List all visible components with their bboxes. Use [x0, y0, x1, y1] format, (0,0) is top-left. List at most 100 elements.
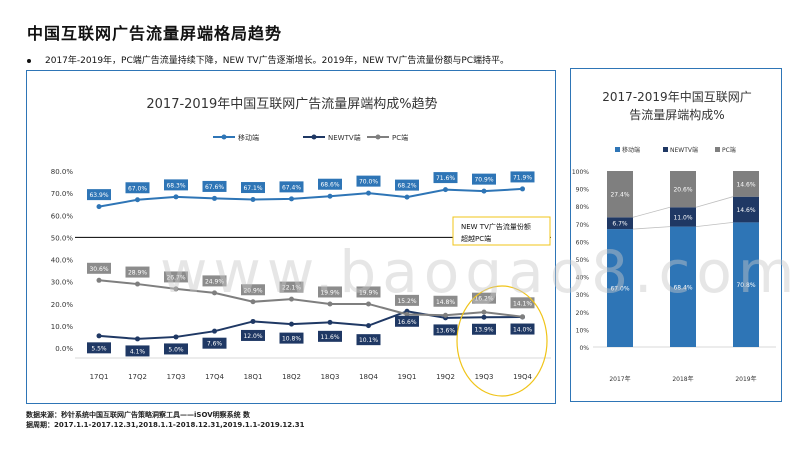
bar-segment — [733, 196, 759, 223]
data-point — [327, 193, 333, 199]
data-label-box — [395, 294, 419, 306]
x-tick-label: 18Q2 — [282, 373, 301, 381]
data-label: 19.9% — [320, 289, 339, 296]
data-label: 14.8% — [436, 299, 455, 306]
data-point — [212, 328, 217, 334]
bar-label: 20.6% — [673, 187, 692, 194]
y-tick-label: 40.0% — [51, 257, 74, 265]
data-label: 63.9% — [89, 192, 108, 199]
legend-marker-0 — [221, 134, 227, 140]
data-label: 13.9% — [474, 327, 493, 334]
y-tick-label: 50.0% — [51, 234, 74, 242]
x-tick-label: 17Q2 — [128, 373, 147, 381]
legend-marker-1 — [311, 134, 317, 140]
summary-text: 2017年-2019年，PC端广告流量持续下降，NEW TV广告逐渐增长。201… — [45, 56, 510, 66]
data-point — [443, 312, 448, 318]
data-label-box — [510, 171, 535, 183]
data-label-box — [472, 173, 496, 185]
connector-line — [695, 221, 734, 228]
legend-label-0: 移动端 — [622, 146, 640, 154]
data-point — [135, 197, 140, 203]
legend-label-2: PC端 — [722, 146, 736, 154]
data-point — [289, 196, 294, 202]
x-tick-label: 19Q2 — [436, 373, 455, 381]
data-point — [250, 197, 256, 203]
data-label-box — [510, 323, 535, 335]
data-label: 26.7% — [166, 274, 185, 281]
data-label-box — [164, 343, 188, 355]
bar-segment — [670, 171, 696, 208]
series-line-2 — [98, 279, 523, 318]
data-point — [289, 321, 294, 327]
bar-label: 68.4% — [673, 284, 692, 291]
data-label: 15.2% — [397, 298, 416, 305]
y-tick-label: 80% — [576, 204, 590, 211]
data-label: 20.9% — [243, 287, 262, 294]
bar-label: 6.7% — [612, 221, 628, 228]
data-label: 30.6% — [89, 266, 108, 273]
data-label-box — [395, 179, 419, 191]
bar-chart-title-line-1: 2017-2019年中国互联网广 — [602, 89, 751, 104]
data-label-box — [125, 182, 150, 194]
data-point — [96, 277, 102, 283]
x-tick-label: 17Q1 — [90, 373, 109, 381]
bar-segment — [607, 171, 633, 218]
data-label-box — [510, 297, 535, 309]
annotation-box — [452, 216, 551, 246]
bar-segment — [733, 222, 759, 347]
data-label: 67.6% — [205, 184, 224, 191]
highlight-ellipse — [456, 285, 548, 397]
share-stacked-bar-chart: 2017-2019年中国互联网广告流量屏端构成% 移动端 NEWTV端 PC端 0% 10… — [572, 89, 776, 383]
data-label: 10.1% — [359, 337, 378, 344]
data-label-box — [433, 172, 458, 184]
data-label-box — [318, 330, 342, 342]
data-label-box — [472, 292, 496, 304]
data-point — [135, 281, 140, 287]
data-point — [520, 186, 525, 192]
data-point — [250, 318, 256, 324]
legend-swatch-2 — [715, 147, 720, 152]
data-label-box — [241, 182, 265, 194]
data-label-box — [241, 329, 265, 341]
y-tick-label: 0.0% — [55, 345, 73, 353]
bar-label: 14.6% — [736, 181, 755, 188]
data-label-box — [241, 284, 265, 296]
data-point — [289, 296, 294, 302]
y-tick-label: 50% — [576, 257, 590, 264]
source-note-1: 数据来源：秒针系统中国互联网广告策略洞察工具——iSOV明察系统 数 — [26, 411, 251, 419]
data-label: 22.1% — [282, 285, 301, 292]
share-chart-panel: 2017-2019年中国互联网广 告流量屏端构成% 移动端 NEWTV端 PC端 0% 10… — [570, 68, 782, 402]
bar-segment — [607, 217, 633, 230]
data-label-box — [87, 189, 111, 201]
data-label: 19.9% — [359, 289, 378, 296]
bar-segment — [670, 226, 696, 347]
data-point — [443, 187, 448, 193]
data-label: 12.0% — [243, 333, 262, 340]
x-tick-label: 18Q4 — [359, 373, 378, 381]
y-tick-label: 20% — [576, 310, 590, 317]
bar-segment — [670, 207, 696, 227]
trend-chart-panel: 2017-2019年中国互联网广告流量屏端构成%趋势 移动端 NEWTV端 PC端 0.… — [26, 70, 556, 404]
data-point — [135, 336, 140, 342]
data-label-box — [202, 275, 227, 287]
data-point — [212, 290, 217, 296]
data-label-box — [164, 271, 188, 283]
connector-line — [632, 226, 671, 230]
x-tick-label: 17Q4 — [205, 373, 224, 381]
data-point — [520, 314, 525, 320]
data-label: 10.8% — [282, 336, 301, 343]
data-point — [481, 309, 487, 315]
x-tick-label: 2019年 — [735, 375, 756, 383]
annotation-line-2: 超越PC端 — [461, 234, 491, 243]
data-label-box — [395, 315, 419, 327]
legend-marker-2 — [375, 134, 381, 140]
y-tick-label: 90% — [576, 187, 590, 194]
data-label: 68.3% — [166, 182, 185, 189]
summary-bullet: 2017年-2019年，PC端广告流量持续下降，NEW TV广告逐渐增长。201… — [27, 53, 509, 66]
data-point — [173, 286, 179, 292]
y-tick-label: 70% — [576, 222, 590, 229]
y-tick-label: 100% — [572, 169, 589, 176]
data-label: 28.9% — [128, 270, 147, 277]
data-label: 70.0% — [359, 179, 378, 186]
